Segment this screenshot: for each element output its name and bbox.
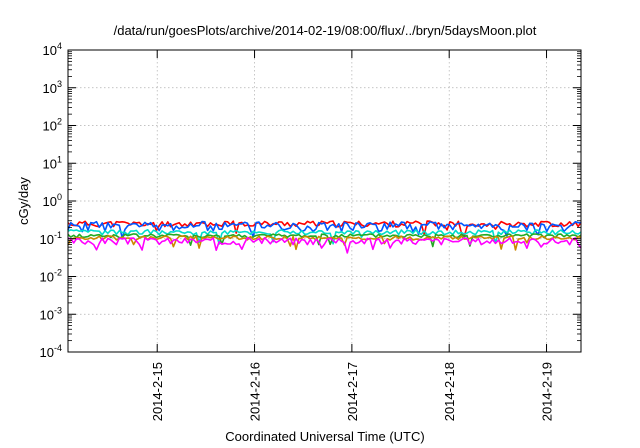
y-tick-label: 100 xyxy=(43,192,62,209)
y-tick-label-base: 10 xyxy=(40,270,54,285)
y-tick-label-exponent: -3 xyxy=(54,305,62,315)
chart-title: /data/run/goesPlots/archive/2014-02-19/0… xyxy=(114,23,537,38)
y-tick-label: 10-4 xyxy=(40,343,62,360)
y-tick-label-base: 10 xyxy=(43,194,57,209)
y-tick-label-base: 10 xyxy=(43,119,57,134)
y-tick-label-base: 10 xyxy=(40,345,54,360)
y-tick-label-base: 10 xyxy=(40,232,54,247)
y-tick-label-exponent: -1 xyxy=(54,230,62,240)
x-tick-label: 2014-2-15 xyxy=(150,362,165,421)
y-tick-label-exponent: 2 xyxy=(57,117,62,127)
y-tick-label: 101 xyxy=(43,154,62,171)
grid xyxy=(68,50,581,352)
x-tick-label: 2014-2-17 xyxy=(345,362,360,421)
y-tick-label-base: 10 xyxy=(43,81,57,96)
x-tick-label: 2014-2-19 xyxy=(540,362,555,421)
series-lines xyxy=(67,220,582,254)
x-axis-label: Coordinated Universal Time (UTC) xyxy=(225,429,424,444)
series-line xyxy=(67,235,582,251)
y-tick-label-exponent: 0 xyxy=(57,192,62,202)
y-tick-label-exponent: 3 xyxy=(57,79,62,89)
y-tick-label: 104 xyxy=(43,41,62,58)
y-tick-label-exponent: -2 xyxy=(54,268,62,278)
y-tick-label-exponent: 4 xyxy=(57,41,62,51)
y-tick-label: 10-1 xyxy=(40,230,62,247)
x-tick-label: 2014-2-16 xyxy=(248,362,263,421)
y-tick-label: 10-3 xyxy=(40,305,62,322)
y-tick-label-exponent: 1 xyxy=(57,154,62,164)
y-tick-label-base: 10 xyxy=(40,307,54,322)
y-tick-label-base: 10 xyxy=(43,43,57,58)
y-tick-label-exponent: -4 xyxy=(54,343,62,353)
y-tick-label: 103 xyxy=(43,79,62,96)
y-tick-label: 102 xyxy=(43,117,62,134)
y-axis-label: cGy/day xyxy=(16,177,31,225)
y-tick-label-base: 10 xyxy=(43,156,57,171)
series-line xyxy=(67,236,582,254)
series-line xyxy=(67,220,581,239)
y-tick-label: 10-2 xyxy=(40,268,62,285)
x-axis-ticks: 2014-2-15 2014-2-16 2014-2-17 2014-2-18 2014… xyxy=(150,50,555,421)
x-tick-label: 2014-2-18 xyxy=(442,362,457,421)
